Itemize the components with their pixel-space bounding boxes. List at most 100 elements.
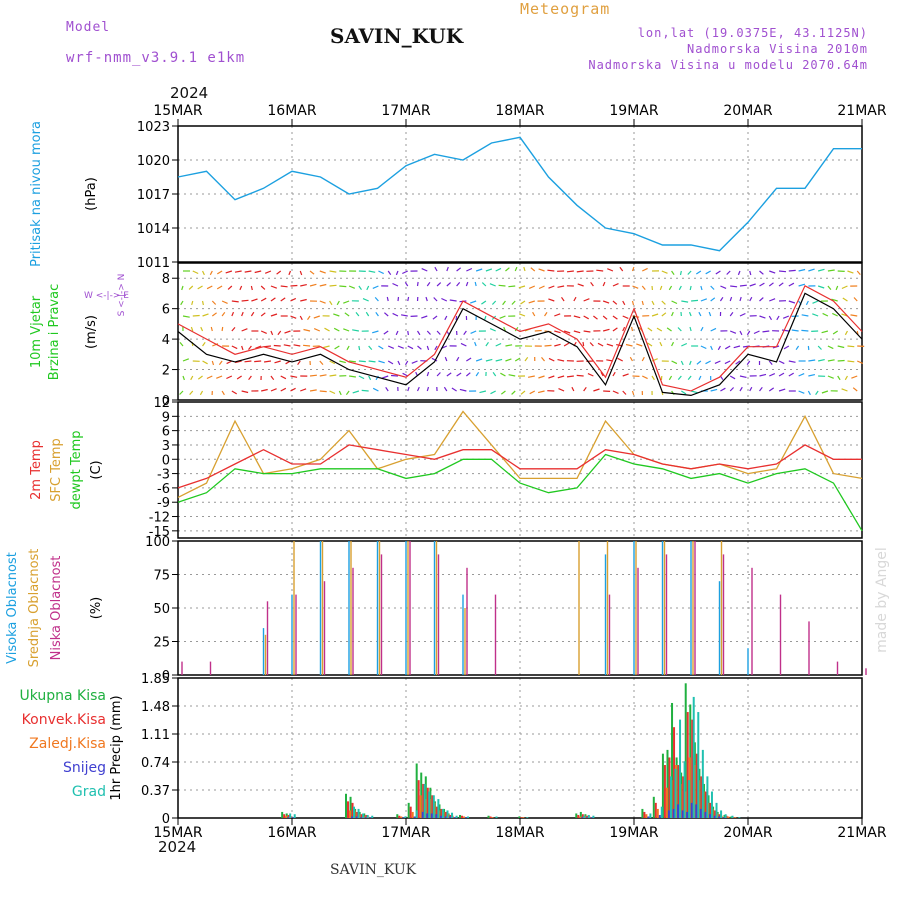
wind-arrow (378, 345, 384, 350)
wind-arrow (573, 296, 577, 302)
wind-arrow (290, 284, 298, 287)
wind-arrow (274, 360, 281, 364)
wind-arrow (455, 315, 458, 321)
wind-arrow (329, 284, 337, 287)
wind-arrow (456, 372, 462, 377)
y-tick-label: 8 (162, 272, 170, 287)
wind-arrow (739, 386, 743, 392)
wind-arrow (668, 375, 673, 381)
y-tick-label: 2 (162, 364, 170, 379)
cloud-mid-axis-label: Srednja Oblacnost (27, 549, 42, 668)
wind-arrow (481, 282, 487, 287)
precip-frz-bar (285, 815, 288, 818)
wind-arrow (782, 315, 790, 319)
precip-conv-bar (398, 815, 401, 818)
wind-arrow (518, 285, 526, 289)
wind-arrow (451, 387, 457, 392)
precip-graupel-bar (692, 696, 695, 818)
x-tick-label-top: 18MAR (495, 103, 544, 119)
wind-arrow (503, 326, 507, 332)
wind-arrow (583, 386, 587, 392)
wind-arrow (387, 360, 394, 365)
wind-arrow (216, 375, 223, 379)
precip-graupel-bar (467, 816, 469, 818)
wind-arrow (456, 356, 460, 362)
wind-arrow (622, 315, 629, 319)
wind-arrow (323, 345, 330, 349)
wind-arrow (202, 270, 205, 276)
wind-arrow (460, 342, 467, 347)
wind-arrow (597, 342, 604, 347)
wind-arrow (426, 345, 430, 351)
wind-arrow (495, 342, 502, 347)
precip-total-bar (396, 814, 399, 818)
wind-arrow (500, 372, 506, 377)
wind-arrow (492, 371, 497, 377)
wind-arrow (733, 345, 741, 349)
wind-arrow (538, 375, 545, 379)
y-tick-label: 0 (162, 453, 170, 468)
precip-conv-bar (287, 814, 290, 818)
wind-arrow (698, 375, 702, 381)
wind-arrow (395, 330, 399, 336)
wind-arrow (329, 390, 336, 395)
wind-arrow (352, 390, 360, 394)
precip-snow-bar (585, 817, 588, 818)
wind-arrow (434, 266, 438, 272)
precip-conv-bar (449, 814, 452, 818)
precip-snow-bar (681, 810, 684, 818)
precip-snow-bar (453, 817, 456, 818)
precip-snow-bar (291, 817, 294, 818)
wind-arrow (404, 281, 409, 287)
wind-arrow (244, 360, 252, 363)
wind-arrow (234, 270, 242, 273)
wind-arrow (583, 315, 589, 320)
y-tick-label: 0.37 (141, 784, 170, 799)
precip-snow-bar (402, 817, 405, 818)
wind-arrow (739, 284, 747, 287)
wind-arrow (641, 356, 645, 362)
wind-arrow (832, 312, 838, 317)
wind-arrow (725, 345, 731, 350)
wind-arrow (661, 300, 666, 305)
wind-arrow (622, 373, 629, 377)
wind-arrow (390, 374, 399, 377)
wind-arrow (210, 326, 213, 332)
wind-arrow (720, 285, 727, 289)
wind-arrow (753, 330, 760, 335)
precip-conv-bar (691, 719, 694, 818)
precip-graupel-bar (715, 802, 718, 818)
wind-arrow (368, 345, 373, 350)
wind-arrow (397, 296, 400, 302)
wind-arrow (835, 285, 839, 291)
wind-arrow (768, 387, 775, 392)
wind-arrow (407, 386, 410, 392)
wind-arrow (524, 356, 529, 362)
wind-arrow (781, 329, 789, 332)
wind-arrow (392, 312, 399, 317)
wind-arrow (788, 269, 796, 272)
wind-arrow (687, 375, 692, 380)
wind-arrow (571, 386, 575, 392)
precip-legend-entry: Grad (72, 784, 106, 800)
wind-legend-glyph-2: S <-|-> N (117, 274, 127, 317)
x-tick-label-bottom: 17MAR (381, 825, 430, 841)
wind-arrow (759, 386, 763, 392)
precip-graupel-bar (495, 816, 498, 818)
precip-snow-bar (695, 804, 698, 818)
y-tick-label: 1014 (137, 222, 170, 237)
wind-arrow (485, 358, 493, 362)
precip-snow-bar (677, 804, 680, 818)
precip-frz-bar (491, 817, 494, 818)
wind-arrow (557, 285, 565, 288)
wind-arrow (192, 314, 200, 317)
wind-arrow (254, 270, 262, 274)
wind-arrow (681, 390, 687, 395)
y-tick-label: 1.11 (141, 728, 170, 743)
wind-arrow (188, 285, 194, 290)
y-tick-label: -9 (157, 496, 170, 511)
wind-arrow (368, 360, 376, 363)
wind-arrow (358, 285, 362, 291)
y-tick-label: 1011 (137, 256, 170, 271)
precip-total-bar (723, 814, 726, 818)
